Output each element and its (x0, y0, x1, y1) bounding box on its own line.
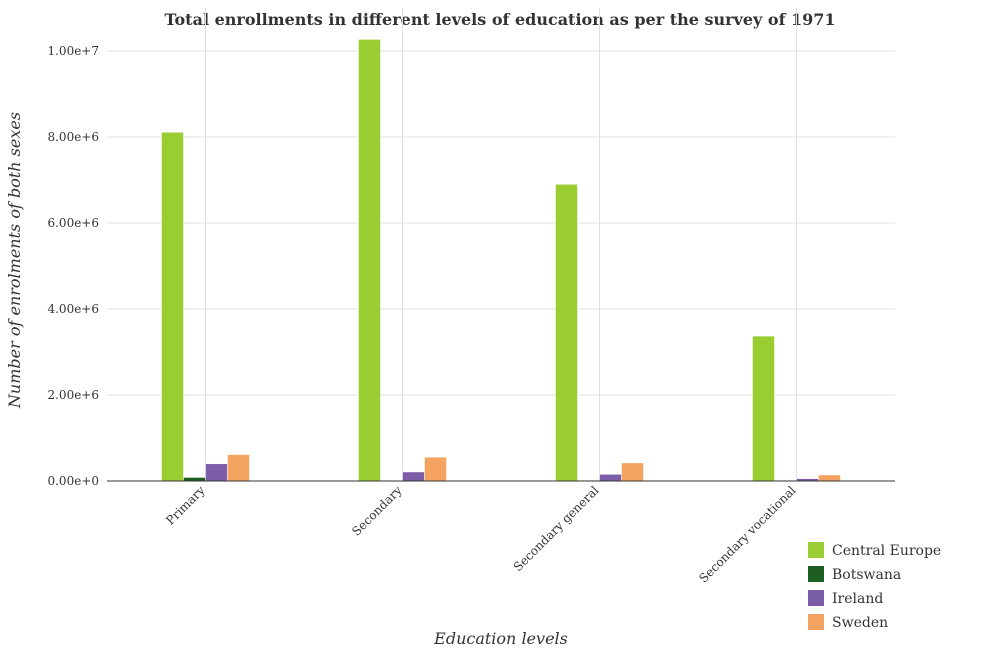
chart-title: Total enrollments in different levels of… (164, 10, 835, 29)
bar (819, 475, 841, 481)
legend-label: Ireland (832, 591, 883, 607)
y-tick-label: 2.00e+6 (47, 388, 99, 402)
legend-label: Sweden (832, 615, 888, 631)
y-axis-label: Number of enrolments of both sexes (5, 112, 24, 409)
gridlines (107, 8, 895, 481)
y-tick-label: 8.00e+6 (47, 130, 99, 144)
x-tick-label: Secondary (349, 483, 405, 539)
bar (425, 457, 447, 481)
bar (600, 474, 622, 481)
y-tick-label: 0.00e+0 (47, 474, 99, 488)
legend-swatch (808, 542, 824, 558)
bar (753, 336, 775, 481)
legend-swatch (808, 590, 824, 606)
legend: Central Europe Botswana Ireland Sweden (808, 542, 941, 631)
bar (184, 477, 206, 481)
y-ticks: 0.00e+0 2.00e+6 4.00e+6 6.00e+6 8.00e+6 1.00e… (47, 44, 99, 488)
bar (162, 132, 184, 481)
bar (359, 39, 381, 481)
y-tick-label: 6.00e+6 (47, 216, 99, 230)
bars (162, 39, 841, 481)
y-tick-label: 4.00e+6 (47, 302, 99, 316)
bar (228, 455, 250, 481)
bar (403, 472, 425, 481)
x-tick-label: Primary (163, 483, 207, 527)
x-tick-label: Secondary general (511, 483, 602, 574)
y-tick-label: 1.00e+7 (47, 44, 99, 58)
x-axis-label: Education levels (433, 629, 568, 648)
bar (206, 464, 228, 481)
legend-label: Central Europe (832, 543, 941, 559)
legend-label: Botswana (832, 567, 901, 583)
bar (622, 463, 644, 481)
x-tick-label: Secondary vocational (696, 483, 798, 585)
legend-swatch (808, 566, 824, 582)
x-ticks: Primary Secondary Secondary general Seconda… (163, 483, 798, 585)
legend-swatch (808, 614, 824, 630)
bar (556, 184, 578, 481)
